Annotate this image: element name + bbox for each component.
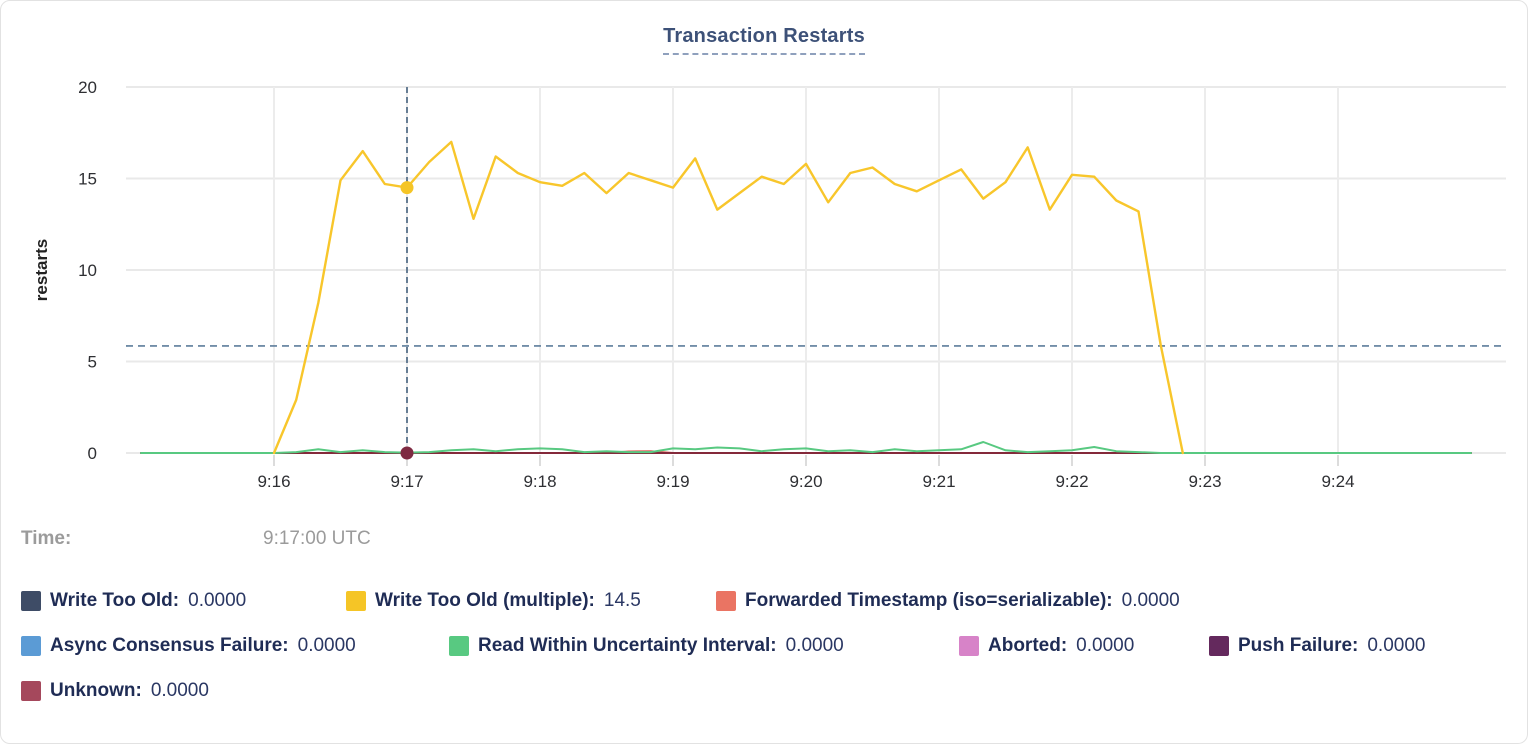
- legend-value: 0.0000: [150, 680, 209, 701]
- legend-item-write-too-old[interactable]: Write Too Old: 0.0000: [21, 590, 246, 612]
- hover-dot: [400, 446, 414, 460]
- legend-row-1: Write Too Old: 0.0000 Write Too Old (mul…: [1, 590, 1527, 620]
- y-tick-label: 10: [78, 261, 97, 280]
- legend-value: 0.0000: [188, 590, 247, 611]
- legend-label: Forwarded Timestamp (iso=serializable):: [745, 590, 1113, 611]
- legend-label: Write Too Old:: [50, 590, 180, 611]
- legend-label: Push Failure:: [1238, 635, 1359, 656]
- legend-value: 14.5: [603, 590, 641, 611]
- series-line-write-too-old-multiple-: [272, 140, 1185, 455]
- legend-item-unknown[interactable]: Unknown: 0.0000: [21, 680, 209, 702]
- tooltip-time-value: 9:17:00 UTC: [263, 528, 371, 549]
- y-tick-label: 5: [88, 353, 97, 372]
- y-tick-label: 0: [88, 444, 97, 463]
- legend-label: Async Consensus Failure:: [50, 635, 289, 656]
- legend-value: 0.0000: [1121, 590, 1180, 611]
- push-failure-swatch-icon: [1209, 636, 1229, 656]
- transaction-restarts-chart[interactable]: 0 5 10 15 20 9:16 9:17 9:18 9:19 9:20 9:21 9:22 9:23…: [1, 63, 1528, 503]
- legend-item-push-failure[interactable]: Push Failure: 0.0000: [1209, 635, 1425, 657]
- x-tick-label: 9:22: [1055, 472, 1088, 491]
- x-gridlines: 9:16 9:17 9:18 9:19 9:20 9:21 9:22 9:23 9:24: [257, 87, 1355, 491]
- x-tick-label: 9:20: [789, 472, 822, 491]
- legend-label: Aborted:: [988, 635, 1068, 656]
- chart-title-wrap: Transaction Restarts: [1, 25, 1527, 55]
- legend-item-aborted[interactable]: Aborted: 0.0000: [959, 635, 1134, 657]
- write-too-old-swatch-icon: [21, 591, 41, 611]
- async-consensus-failure-swatch-icon: [21, 636, 41, 656]
- legend-value: 0.0000: [297, 635, 356, 656]
- read-within-uncertainty-swatch-icon: [449, 636, 469, 656]
- legend-item-forwarded-timestamp[interactable]: Forwarded Timestamp (iso=serializable): …: [716, 590, 1180, 612]
- legend-item-async-consensus-failure[interactable]: Async Consensus Failure: 0.0000: [21, 635, 356, 657]
- tooltip-time-label: Time:: [21, 528, 72, 549]
- chart-title[interactable]: Transaction Restarts: [663, 25, 865, 55]
- y-tick-label: 15: [78, 170, 97, 189]
- x-tick-label: 9:19: [656, 472, 689, 491]
- legend-label: Write Too Old (multiple):: [375, 590, 595, 611]
- legend-label: Read Within Uncertainty Interval:: [478, 635, 777, 656]
- legend-value: 0.0000: [785, 635, 844, 656]
- series-lines: [140, 140, 1472, 455]
- legend-value: 0.0000: [1367, 635, 1426, 656]
- x-tick-label: 9:23: [1188, 472, 1221, 491]
- legend-value: 0.0000: [1076, 635, 1135, 656]
- legend-row-3: Unknown: 0.0000: [1, 680, 1527, 710]
- write-too-old-multiple-swatch-icon: [346, 591, 366, 611]
- aborted-swatch-icon: [959, 636, 979, 656]
- tooltip-time-row: Time: 9:17:00 UTC: [1, 528, 1527, 558]
- unknown-swatch-icon: [21, 681, 41, 701]
- forwarded-timestamp-swatch-icon: [716, 591, 736, 611]
- y-axis-label: restarts: [32, 239, 51, 301]
- legend-row-2: Async Consensus Failure: 0.0000 Read Wit…: [1, 635, 1527, 665]
- x-tick-label: 9:17: [390, 472, 423, 491]
- x-tick-label: 9:24: [1321, 472, 1354, 491]
- y-gridlines: 0 5 10 15 20: [78, 78, 1506, 463]
- legend-label: Unknown:: [50, 680, 142, 701]
- y-tick-label: 20: [78, 78, 97, 97]
- x-tick-label: 9:21: [922, 472, 955, 491]
- x-tick-label: 9:18: [523, 472, 556, 491]
- x-tick-label: 9:16: [257, 472, 290, 491]
- legend-item-read-within-uncertainty-interval[interactable]: Read Within Uncertainty Interval: 0.0000: [449, 635, 844, 657]
- legend-item-write-too-old-multiple[interactable]: Write Too Old (multiple): 14.5: [346, 590, 641, 612]
- hover-dot: [400, 181, 414, 195]
